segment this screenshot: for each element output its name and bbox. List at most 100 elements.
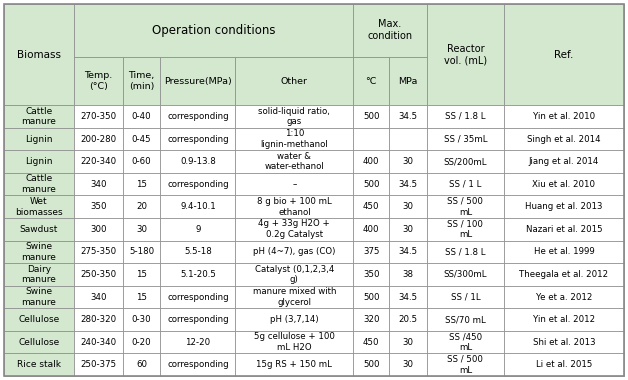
Bar bbox=[122, 173, 160, 195]
Text: Li et al. 2015: Li et al. 2015 bbox=[536, 360, 592, 369]
Bar bbox=[122, 263, 160, 286]
Bar bbox=[427, 263, 504, 286]
Text: Biomass: Biomass bbox=[17, 50, 61, 60]
Bar bbox=[389, 57, 427, 105]
Text: Swine
manure: Swine manure bbox=[21, 242, 57, 262]
Text: Max.
condition: Max. condition bbox=[367, 19, 413, 41]
Text: SS/70 mL: SS/70 mL bbox=[445, 315, 486, 324]
Bar bbox=[236, 241, 354, 263]
Bar bbox=[504, 195, 624, 218]
Text: SS / 100
mL: SS / 100 mL bbox=[448, 219, 484, 239]
Text: 30: 30 bbox=[136, 225, 147, 234]
Text: 250-350: 250-350 bbox=[80, 270, 116, 279]
Bar bbox=[160, 128, 236, 150]
Text: Lignin: Lignin bbox=[25, 157, 53, 166]
Bar bbox=[74, 353, 122, 376]
Text: Sawdust: Sawdust bbox=[20, 225, 58, 234]
Text: Huang et al. 2013: Huang et al. 2013 bbox=[525, 202, 603, 211]
Bar bbox=[4, 241, 74, 263]
Text: SS /450
mL: SS /450 mL bbox=[449, 332, 482, 352]
Bar bbox=[160, 286, 236, 308]
Bar bbox=[236, 57, 354, 105]
Text: Lignin: Lignin bbox=[25, 135, 53, 144]
Text: 350: 350 bbox=[363, 270, 379, 279]
Text: 275-350: 275-350 bbox=[80, 247, 116, 256]
Text: MPa: MPa bbox=[398, 76, 418, 86]
Text: 34.5: 34.5 bbox=[398, 112, 418, 121]
Text: 9: 9 bbox=[195, 225, 200, 234]
Text: SS / 1L: SS / 1L bbox=[451, 293, 480, 301]
Text: Yin et al. 2012: Yin et al. 2012 bbox=[533, 315, 595, 324]
Bar bbox=[354, 263, 389, 286]
Text: Singh et al. 2014: Singh et al. 2014 bbox=[527, 135, 601, 144]
Text: corresponding: corresponding bbox=[167, 180, 229, 189]
Text: 8 g bio + 100 mL
ethanol: 8 g bio + 100 mL ethanol bbox=[257, 197, 332, 217]
Bar bbox=[427, 4, 504, 105]
Text: Pressure(MPa): Pressure(MPa) bbox=[164, 76, 232, 86]
Bar bbox=[160, 105, 236, 128]
Text: corresponding: corresponding bbox=[167, 315, 229, 324]
Bar bbox=[74, 241, 122, 263]
Text: 15: 15 bbox=[136, 293, 147, 301]
Bar bbox=[122, 150, 160, 173]
Text: 0-20: 0-20 bbox=[132, 338, 151, 347]
Text: Theegala et al. 2012: Theegala et al. 2012 bbox=[519, 270, 609, 279]
Bar bbox=[354, 286, 389, 308]
Text: Cattle
manure: Cattle manure bbox=[21, 107, 57, 126]
Bar bbox=[389, 308, 427, 331]
Text: SS / 1.8 L: SS / 1.8 L bbox=[445, 112, 485, 121]
Text: 0-45: 0-45 bbox=[132, 135, 151, 144]
Text: Reactor
vol. (mL): Reactor vol. (mL) bbox=[444, 44, 487, 66]
Text: 400: 400 bbox=[363, 225, 379, 234]
Bar bbox=[74, 331, 122, 353]
Bar bbox=[354, 308, 389, 331]
Text: 34.5: 34.5 bbox=[398, 293, 418, 301]
Bar bbox=[4, 218, 74, 241]
Bar bbox=[354, 195, 389, 218]
Text: Wet
biomasses: Wet biomasses bbox=[15, 197, 63, 217]
Text: SS/300mL: SS/300mL bbox=[443, 270, 487, 279]
Bar bbox=[74, 195, 122, 218]
Text: 20.5: 20.5 bbox=[398, 315, 418, 324]
Bar bbox=[354, 353, 389, 376]
Text: Operation conditions: Operation conditions bbox=[152, 24, 276, 37]
Bar bbox=[389, 218, 427, 241]
Bar bbox=[236, 173, 354, 195]
Bar bbox=[74, 150, 122, 173]
Text: 340: 340 bbox=[90, 180, 107, 189]
Text: Ref.: Ref. bbox=[555, 50, 574, 60]
Text: 500: 500 bbox=[363, 112, 379, 121]
Text: SS/200mL: SS/200mL bbox=[443, 157, 487, 166]
Bar bbox=[160, 57, 236, 105]
Bar bbox=[74, 128, 122, 150]
Text: SS / 500
mL: SS / 500 mL bbox=[448, 197, 484, 217]
Text: 30: 30 bbox=[403, 360, 413, 369]
Bar bbox=[160, 331, 236, 353]
Bar bbox=[4, 195, 74, 218]
Bar bbox=[389, 286, 427, 308]
Bar bbox=[427, 105, 504, 128]
Bar bbox=[122, 308, 160, 331]
Text: 0.9-13.8: 0.9-13.8 bbox=[180, 157, 216, 166]
Text: Rice stalk: Rice stalk bbox=[17, 360, 61, 369]
Text: SS / 500
mL: SS / 500 mL bbox=[448, 355, 484, 375]
Text: 15: 15 bbox=[136, 270, 147, 279]
Bar bbox=[354, 128, 389, 150]
Text: 500: 500 bbox=[363, 360, 379, 369]
Text: Temp.
(°C): Temp. (°C) bbox=[84, 71, 112, 91]
Bar bbox=[504, 218, 624, 241]
Text: 270-350: 270-350 bbox=[80, 112, 116, 121]
Bar bbox=[4, 128, 74, 150]
Bar bbox=[504, 173, 624, 195]
Text: 12-20: 12-20 bbox=[185, 338, 210, 347]
Text: 30: 30 bbox=[403, 202, 413, 211]
Bar bbox=[354, 241, 389, 263]
Text: Yin et al. 2010: Yin et al. 2010 bbox=[533, 112, 595, 121]
Bar bbox=[160, 150, 236, 173]
Text: 220-340: 220-340 bbox=[80, 157, 116, 166]
Bar bbox=[160, 263, 236, 286]
Bar bbox=[427, 241, 504, 263]
Text: 20: 20 bbox=[136, 202, 147, 211]
Bar bbox=[236, 286, 354, 308]
Text: solid-liquid ratio,
gas: solid-liquid ratio, gas bbox=[258, 107, 330, 126]
